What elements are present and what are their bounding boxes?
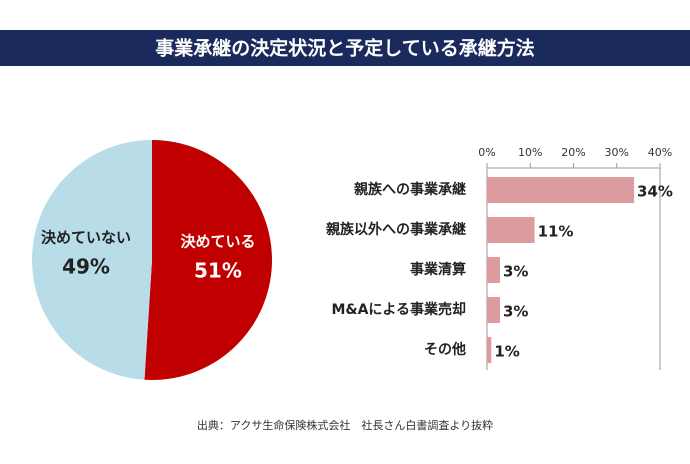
chart-title: 事業承継の決定状況と予定している承継方法	[155, 37, 534, 60]
title-banner	[0, 30, 690, 66]
y-tick-label: M&Aによる事業売却	[331, 301, 466, 318]
slice-value-label: 51%	[194, 259, 242, 283]
bar	[487, 257, 500, 283]
bar	[487, 177, 635, 203]
x-tick-label: 40%	[648, 146, 672, 159]
x-tick-label: 20%	[561, 146, 585, 159]
y-tick-label: 親族への事業承継	[354, 181, 466, 198]
pie-slice	[31, 140, 152, 380]
y-tick-label: その他	[424, 341, 466, 358]
slice-value-label: 49%	[62, 254, 110, 278]
bar	[487, 297, 500, 323]
pie-slice	[144, 140, 272, 380]
source-note: 出典：アクサ生命保険株式会社 社長さん白書調査より抜粋	[197, 418, 493, 432]
value-label: 3%	[503, 263, 528, 281]
value-label: 11%	[538, 223, 574, 241]
x-tick-label: 10%	[518, 146, 542, 159]
value-label: 3%	[503, 303, 528, 321]
y-tick-label: 事業清算	[410, 261, 466, 278]
bar	[487, 337, 492, 363]
value-label: 34%	[637, 183, 673, 201]
slice-label: 決めている	[180, 233, 255, 251]
slice-label: 決めていない	[41, 228, 131, 246]
x-tick-label: 0%	[478, 146, 495, 159]
y-tick-label: 親族以外への事業承継	[326, 221, 466, 238]
value-label: 1%	[494, 343, 519, 361]
x-tick-label: 30%	[605, 146, 629, 159]
bar	[487, 217, 535, 243]
